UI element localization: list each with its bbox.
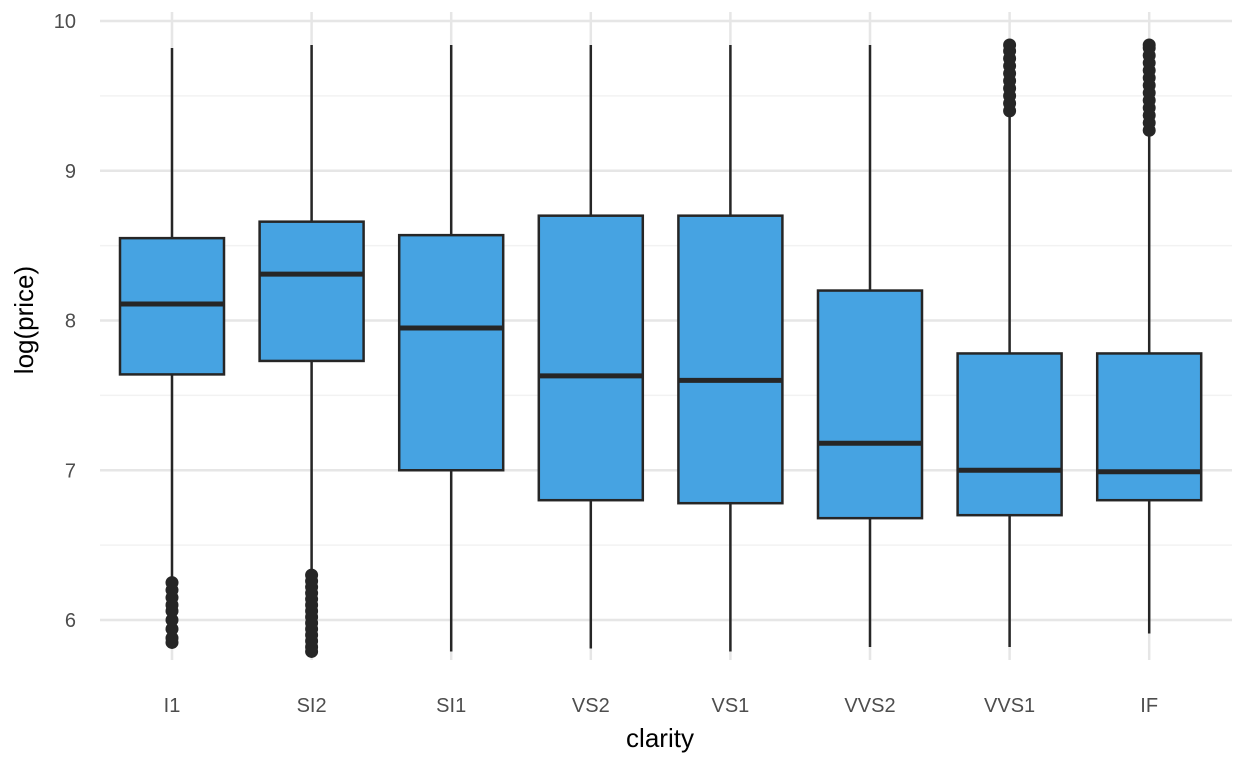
box-vs1 (677, 44, 784, 652)
y-axis-title: log(price) (9, 266, 39, 374)
x-axis-title: clarity (626, 723, 694, 753)
x-tick-label: VVS1 (984, 695, 1035, 717)
box-vs2 (537, 44, 645, 649)
y-tick-label: 10 (54, 11, 76, 33)
box-iqr (258, 220, 365, 363)
y-tick-labels: 6 7 8 9 10 (54, 11, 76, 632)
box-si2 (258, 44, 365, 658)
outlier-point (165, 613, 179, 627)
outlier-point (165, 576, 179, 590)
box-iqr (816, 289, 924, 520)
y-tick-label: 8 (65, 311, 76, 333)
y-tick-label: 9 (65, 161, 76, 183)
outlier-point (305, 568, 319, 582)
box-vvs2 (816, 44, 924, 647)
x-tick-label: I1 (164, 695, 181, 717)
box-vvs1 (956, 38, 1063, 647)
outlier-point (1003, 38, 1017, 52)
outlier-point (165, 622, 179, 636)
y-tick-label: 6 (65, 610, 76, 632)
box-iqr (397, 233, 505, 472)
x-tick-label: IF (1140, 695, 1158, 717)
x-tick-label: SI2 (297, 695, 327, 717)
x-tick-label: VS1 (711, 695, 749, 717)
box-iqr (1095, 352, 1203, 502)
boxes-layer (118, 38, 1203, 658)
box-iqr (956, 352, 1063, 517)
outlier-point (165, 631, 179, 645)
box-if (1095, 38, 1203, 634)
x-tick-labels: I1 SI2 SI1 VS2 VS1 VVS2 VVS1 IF (164, 695, 1158, 717)
x-tick-label: SI1 (436, 695, 466, 717)
x-tick-label: VVS2 (844, 695, 895, 717)
y-tick-label: 7 (65, 460, 76, 482)
box-iqr (537, 214, 645, 502)
x-tick-label: VS2 (572, 695, 610, 717)
box-si1 (397, 44, 505, 652)
box-iqr (677, 214, 784, 505)
box-i1 (118, 47, 226, 649)
outlier-point (1142, 38, 1156, 52)
